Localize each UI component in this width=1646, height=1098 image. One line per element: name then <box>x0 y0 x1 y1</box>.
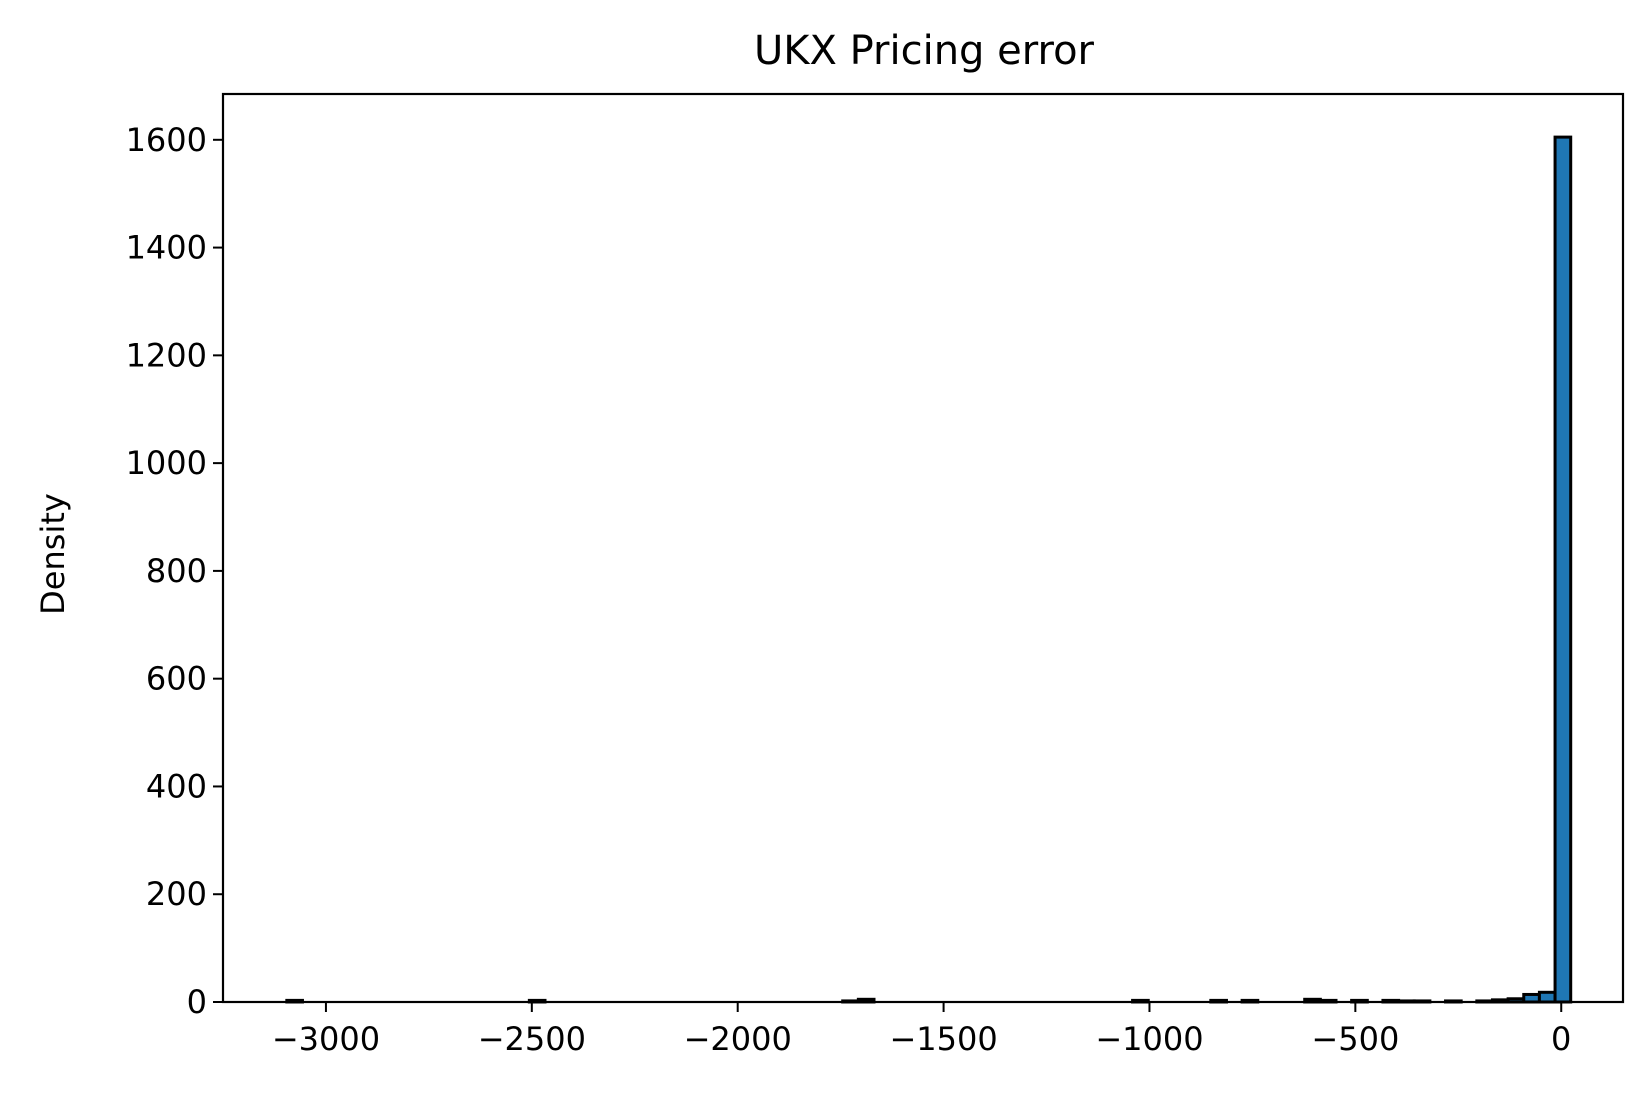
x-axis-ticks: −3000 −2500 −2000 −1500 −1000 −500 0 <box>272 1002 1571 1058</box>
y-tick-label: 600 <box>146 660 207 698</box>
x-tick-label: −1000 <box>1095 1020 1203 1058</box>
x-tick-label: −2000 <box>684 1020 792 1058</box>
x-tick-label: −500 <box>1311 1020 1399 1058</box>
histogram-bar <box>1553 135 1573 1004</box>
y-tick-label: 1400 <box>126 229 207 267</box>
x-tick-label: −2500 <box>478 1020 586 1058</box>
plot-frame <box>221 92 1625 1004</box>
y-tick-label: 1000 <box>126 444 207 482</box>
y-tick-label: 400 <box>146 767 207 805</box>
x-tick-label: −3000 <box>272 1020 380 1058</box>
x-tick-label: −1500 <box>889 1020 997 1058</box>
chart-title: UKX Pricing error <box>754 28 1095 74</box>
y-tick-label: 800 <box>146 552 207 590</box>
y-tick-label: 1200 <box>126 336 207 374</box>
histogram-bar <box>1522 992 1541 1004</box>
y-axis-label: Density <box>34 493 72 615</box>
histogram-bar <box>1537 990 1557 1004</box>
y-tick-label: 0 <box>187 983 207 1021</box>
y-axis-ticks: 0 200 400 600 800 1000 1200 1400 1600 <box>126 121 223 1021</box>
x-tick-label: 0 <box>1551 1020 1571 1058</box>
bars-group <box>285 135 1573 1004</box>
y-tick-label: 200 <box>146 875 207 913</box>
y-tick-label: 1600 <box>126 121 207 159</box>
